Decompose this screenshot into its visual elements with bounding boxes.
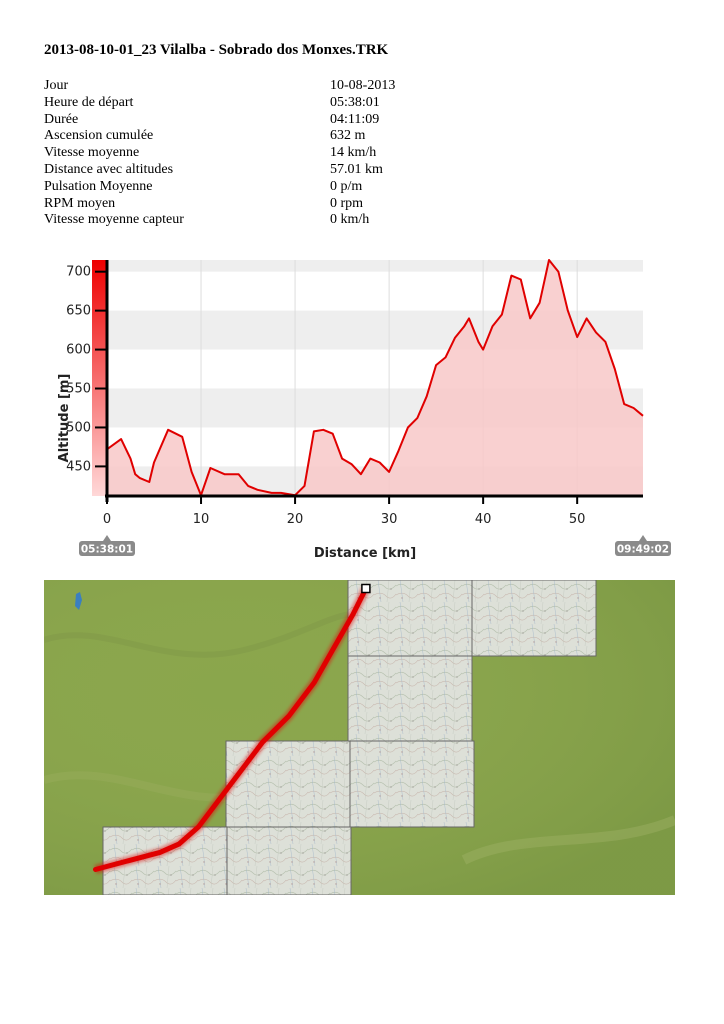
start-time-badge-bg [79,541,135,556]
stat-label: Ascension cumulée [44,128,154,144]
stat-row-duree: Durée 04:11:09 [44,112,464,129]
stat-value: 0 p/m [330,178,363,194]
route-map[interactable] [44,580,675,895]
stat-label: Pulsation Moyenne [44,178,153,194]
x-tick-label: 40 [475,512,492,527]
y-tick-label: 550 [66,382,91,397]
track-stats-table: Jour 10-08-2013 Heure de départ 05:38:01 D… [44,78,464,229]
stat-label: Heure de départ [44,94,134,110]
x-tick-label: 20 [287,512,304,527]
stat-label: Vitesse moyenne [44,145,140,161]
stat-row-vitesse-capteur: Vitesse moyenne capteur 0 km/h [44,212,464,229]
stat-row-pulsation: Pulsation Moyenne 0 p/m [44,179,464,196]
start-time-badge: 05:38:01 [79,535,135,556]
start-time-label: 05:38:01 [81,544,133,556]
stat-value: 57.01 km [330,161,383,177]
stat-label: RPM moyen [44,195,116,211]
route-start-marker[interactable] [361,583,371,594]
y-axis-ticks: 450 500 550 600 650 700 [66,265,107,474]
stat-label: Durée [44,111,79,127]
badge-pointer [103,535,111,541]
end-time-badge: 09:49:02 [615,535,671,556]
stat-value: 632 m [330,128,366,144]
lake-shape [75,592,82,610]
map-tile [226,826,352,895]
stat-value: 0 rpm [330,195,364,211]
stat-row-rpm: RPM moyen 0 rpm [44,196,464,213]
end-time-badge-bg [615,541,671,556]
map-tile [349,740,475,828]
stat-row-vitesse-moyenne: Vitesse moyenne 14 km/h [44,145,464,162]
map-tiles [102,580,597,895]
x-tick-label: 10 [193,512,210,527]
grid-band [107,260,643,272]
document-title: 2013-08-10-01_23 Vilalba - Sobrado dos M… [44,42,389,58]
x-axis-ticks: 0 10 20 30 40 50 [103,496,586,527]
y-tick-label: 600 [66,343,91,358]
altitude-series-line [106,259,644,497]
x-tick-label: 30 [381,512,398,527]
y-axis-gradient-strip [92,260,106,496]
stat-label: Vitesse moyenne capteur [44,212,184,228]
end-time-label: 09:49:02 [617,544,669,556]
altitude-area-fill [107,260,643,496]
route-track-line [93,586,369,872]
stat-row-heure-depart: Heure de départ 05:38:01 [44,95,464,112]
terrain-ridge [461,815,675,865]
y-tick-label: 500 [66,420,91,435]
map-tile [225,740,351,828]
stat-value: 05:38:01 [330,94,380,110]
altitude-profile-chart: 450 500 550 600 650 700 0 10 20 30 40 50 Altitude … [54,252,679,567]
stat-label: Jour [44,78,69,93]
badge-pointer [639,535,647,541]
x-axis-label: Distance [km] [314,546,416,561]
stat-row-ascension: Ascension cumulée 632 m [44,128,464,145]
stat-value: 04:11:09 [330,111,380,127]
map-tile [471,580,597,657]
y-axis-label: Altitude [m] [57,374,72,463]
x-tick-label: 0 [103,512,111,527]
stat-value: 10-08-2013 [330,78,396,93]
y-tick-label: 450 [66,459,91,474]
stat-row-distance: Distance avec altitudes 57.01 km [44,162,464,179]
y-tick-label: 700 [66,265,91,280]
map-tile [347,655,473,742]
stat-value: 14 km/h [330,145,377,161]
stat-value: 0 km/h [330,212,370,228]
x-tick-label: 50 [569,512,586,527]
stat-row-jour: Jour 10-08-2013 [44,78,464,95]
stat-label: Distance avec altitudes [44,161,174,177]
y-tick-label: 650 [66,304,91,319]
